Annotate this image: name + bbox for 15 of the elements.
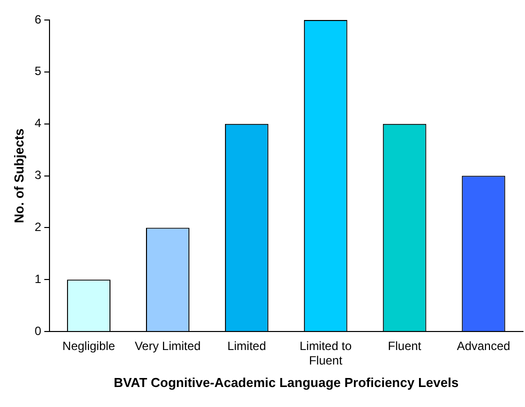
y-tick-label: 1 bbox=[34, 272, 42, 286]
y-tick-label: 4 bbox=[34, 116, 42, 130]
y-tick-label: 6 bbox=[34, 12, 42, 26]
y-tick-label: 3 bbox=[34, 168, 42, 182]
y-tick-label: 2 bbox=[34, 220, 42, 234]
x-tick-label: Limited bbox=[227, 339, 266, 354]
x-tick-label: Fluent bbox=[388, 339, 422, 354]
x-tick-label: Negligible bbox=[62, 339, 116, 354]
x-axis-title: BVAT Cognitive-Academic Language Proficiency Levels bbox=[114, 374, 459, 390]
x-tick-label: Limited to Fluent bbox=[300, 339, 352, 368]
x-tick-label: Very Limited bbox=[134, 339, 201, 354]
y-tick-label: 5 bbox=[34, 64, 42, 78]
y-axis-title: No. of Subjects bbox=[11, 128, 26, 224]
x-tick-label: Advanced bbox=[456, 339, 510, 354]
y-tick-label: 0 bbox=[34, 324, 42, 338]
